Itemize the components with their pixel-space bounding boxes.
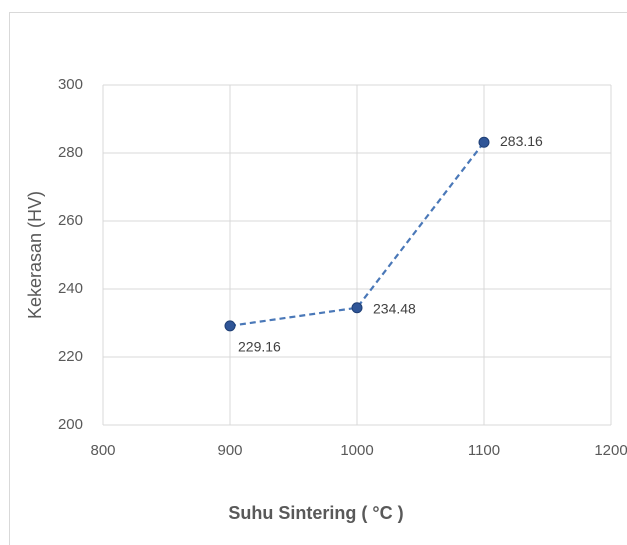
chart-border	[9, 12, 627, 545]
data-label: 234.48	[373, 300, 416, 316]
y-axis-title: Kekerasan (HV)	[25, 191, 45, 319]
data-line	[229, 141, 485, 327]
data-point	[224, 320, 236, 332]
y-tick-label: 260	[58, 212, 83, 229]
x-tick-label: 800	[90, 442, 115, 459]
x-tick-label: 900	[217, 442, 242, 459]
y-tick-label: 240	[58, 280, 83, 297]
y-tick-label: 280	[58, 144, 83, 161]
y-tick-label: 220	[58, 348, 83, 365]
x-tick-label: 1000	[340, 442, 373, 459]
data-point	[478, 136, 490, 148]
data-point	[351, 302, 363, 314]
data-label: 283.16	[500, 133, 543, 149]
y-tick-label: 200	[58, 416, 83, 433]
x-axis-title: Suhu Sintering ( °C )	[228, 503, 403, 523]
y-tick-label: 300	[58, 76, 83, 93]
x-tick-label: 1100	[468, 442, 500, 459]
x-tick-label: 1200	[594, 442, 627, 459]
data-label: 229.16	[238, 339, 281, 355]
